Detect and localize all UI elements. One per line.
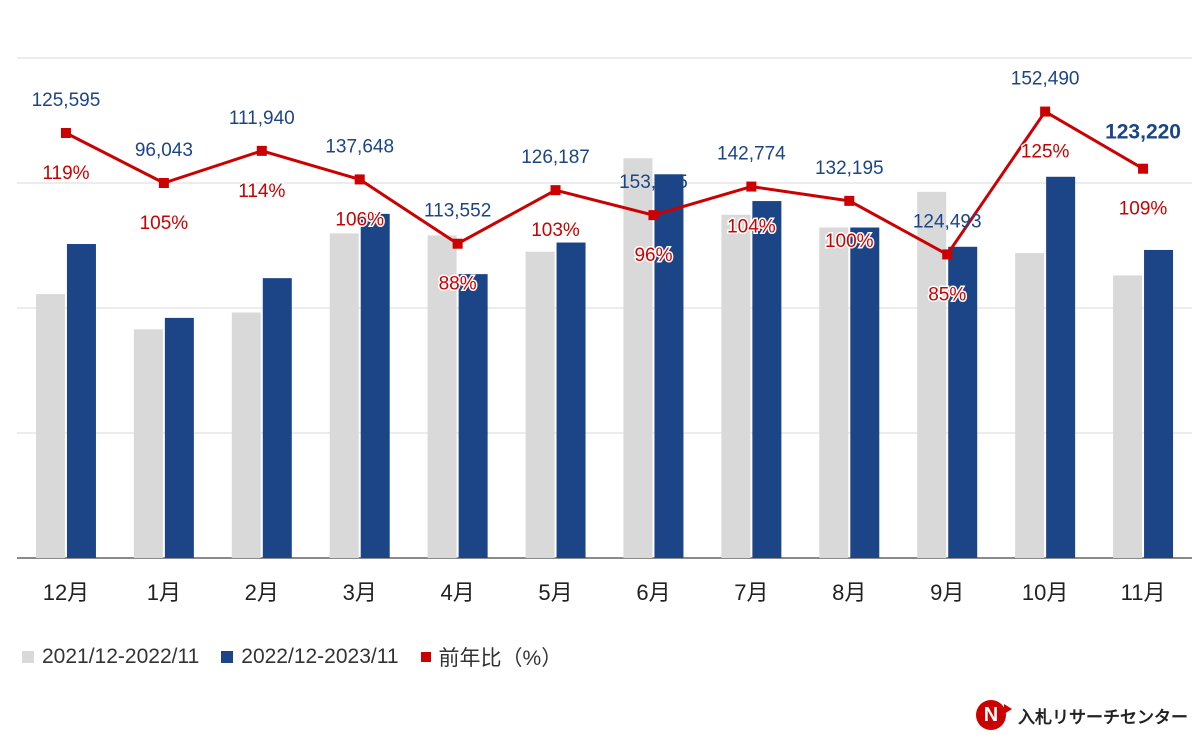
ratio-point — [452, 238, 463, 249]
x-tick-label: 6月 — [636, 580, 670, 605]
logo-icon: N — [976, 700, 1012, 730]
bar-current-year — [360, 213, 390, 558]
ratio-label: 125% — [1021, 142, 1070, 163]
ratio-line — [60, 106, 1149, 260]
x-tick-label: 3月 — [343, 580, 377, 605]
ratio-point — [648, 210, 659, 221]
x-tick-label: 8月 — [832, 580, 866, 605]
bar-current-year — [66, 244, 96, 558]
bar-prev-year — [133, 329, 163, 558]
ratio-label: 109% — [1119, 199, 1168, 220]
bar-current-year — [850, 227, 880, 558]
x-tick-label: 11月 — [1121, 580, 1166, 605]
x-tick-label: 5月 — [538, 580, 572, 605]
ratio-point — [942, 249, 953, 260]
bar-prev-year — [721, 214, 751, 559]
value-label: 132,195 — [815, 158, 884, 179]
x-axis-ticks: 12月 1月 2月 3月 4月 5月 6月 7月 8月 9月 10月 11月 — [43, 580, 1166, 605]
ratio-point — [844, 195, 855, 206]
ratio-label: 100% — [825, 231, 874, 252]
ratio-label: 104% — [727, 217, 776, 238]
ratio-series-line — [65, 110, 1144, 256]
value-label: 152,490 — [1011, 69, 1080, 90]
value-label: 111,940 — [229, 108, 295, 129]
ratio-point — [256, 145, 267, 156]
legend-label-prev: 2021/12-2022/11 — [42, 645, 200, 668]
ratio-label: 103% — [531, 220, 580, 241]
ratio-point — [550, 185, 561, 196]
value-label: 125,595 — [32, 90, 101, 111]
ratio-label: 96% — [634, 245, 672, 266]
ratio-point — [60, 128, 71, 138]
legend-label-ratio: 前年比（%） — [438, 647, 563, 670]
value-label: 96,043 — [135, 140, 193, 161]
bar-current-year — [752, 201, 782, 558]
bar-prev-year — [819, 227, 849, 558]
value-label: 126,187 — [521, 147, 590, 168]
bar-prev-year — [35, 294, 65, 558]
x-tick-label: 9月 — [930, 580, 964, 605]
x-tick-label: 2月 — [245, 580, 279, 605]
value-label: 142,774 — [717, 144, 786, 165]
value-label: 113,552 — [424, 201, 491, 222]
value-label: 123,220 — [1105, 121, 1181, 144]
bar-prev-year — [623, 158, 653, 558]
legend-item-prev-year: 2021/12-2022/11 — [22, 645, 199, 669]
bar-prev-year — [1015, 253, 1045, 558]
ratio-label: 119% — [42, 163, 89, 184]
bar-prev-year — [1113, 275, 1143, 558]
bar-prev-year — [231, 312, 261, 558]
ratio-point — [1040, 106, 1051, 117]
bar-current-year — [164, 317, 194, 558]
brand-logo: N 入札リサーチセンター — [976, 700, 1188, 730]
x-tick-label: 4月 — [441, 580, 475, 605]
value-label: 124,493 — [913, 211, 982, 232]
ratio-point — [354, 174, 365, 185]
legend-label-current: 2022/12-2023/11 — [241, 645, 399, 668]
ratio-point — [746, 181, 757, 192]
ratio-label: 106% — [335, 209, 384, 230]
legend-swatch-current — [221, 651, 234, 663]
x-tick-label: 12月 — [43, 580, 89, 605]
bar-current-year — [948, 246, 978, 558]
brand-name: 入札リサーチセンター — [1018, 707, 1188, 727]
combo-chart: 125,595 119% 96,043 105% 111,940 114% 137,648 1… — [17, 57, 1192, 605]
legend-swatch-ratio — [420, 652, 431, 662]
ratio-label: 88% — [439, 274, 477, 295]
legend-item-ratio: 前年比（%） — [420, 642, 563, 672]
x-tick-label: 1月 — [147, 580, 181, 605]
data-labels: 125,595 119% 96,043 105% 111,940 114% 137,648 1… — [32, 69, 1181, 307]
ratio-point — [158, 178, 169, 188]
x-tick-label: 7月 — [734, 580, 768, 605]
bar-current-year — [262, 278, 292, 558]
ratio-label: 105% — [140, 213, 189, 234]
ratio-label: 85% — [928, 284, 966, 305]
bar-current-year — [654, 174, 684, 558]
bar-current-year — [458, 274, 488, 558]
legend-item-current-year: 2022/12-2023/11 — [221, 645, 399, 669]
bar-current-year — [556, 242, 586, 558]
bar-prev-year — [427, 235, 457, 558]
ratio-label: 114% — [238, 181, 285, 202]
value-label: 153,495 — [619, 172, 688, 193]
x-tick-label: 10月 — [1022, 580, 1068, 605]
value-label: 137,648 — [325, 136, 394, 157]
bar-current-year — [1144, 249, 1174, 558]
bar-prev-year — [329, 233, 359, 559]
legend-swatch-prev — [22, 651, 34, 663]
bars — [35, 158, 1174, 559]
legend: 2021/12-2022/11 2022/12-2023/11 前年比（%） — [22, 642, 584, 672]
bar-current-year — [1046, 176, 1076, 558]
ratio-point — [1138, 163, 1149, 174]
bar-prev-year — [525, 251, 555, 558]
